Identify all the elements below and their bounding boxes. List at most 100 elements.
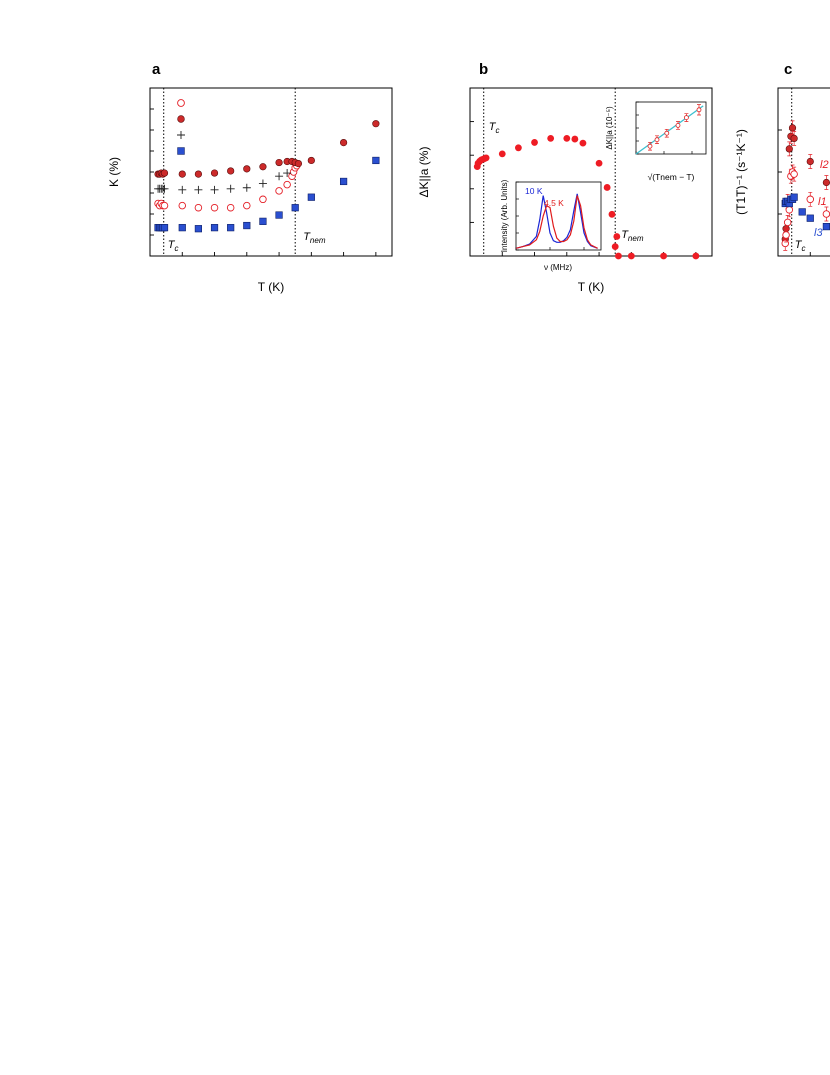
inset-fit-y-label: ΔK||a (10⁻⁵) bbox=[605, 106, 614, 150]
series-0-point bbox=[785, 145, 793, 153]
data-point bbox=[579, 139, 587, 147]
series-3-point bbox=[339, 177, 348, 186]
panel-a-y-axis-label: K (%) bbox=[107, 157, 121, 187]
series-3-point bbox=[227, 224, 235, 232]
series-0-point bbox=[788, 124, 797, 132]
panel-c-label-l2: l2 bbox=[820, 159, 829, 171]
series-3-point bbox=[160, 224, 169, 232]
panel-c-x-ticks bbox=[777, 252, 811, 256]
series-1-point bbox=[781, 239, 790, 248]
data-point bbox=[692, 252, 700, 260]
inset-data-point bbox=[654, 137, 660, 143]
series-2-point bbox=[242, 183, 251, 192]
panel-a-y-ticks bbox=[150, 87, 154, 257]
series-3-point bbox=[307, 193, 315, 201]
series-2-point bbox=[160, 184, 169, 193]
data-point bbox=[595, 159, 603, 167]
inset-spectrum-line-0 bbox=[515, 193, 598, 249]
series-2-point bbox=[283, 169, 292, 178]
inset-data-point bbox=[647, 143, 653, 149]
series-3-point bbox=[210, 224, 219, 232]
panel-c-marks bbox=[781, 120, 830, 251]
series-1-point bbox=[307, 156, 315, 165]
figure: a Tc Tnem K (%) T (K) b Tc Tnem ΔK||a (%) … bbox=[107, 61, 830, 294]
series-0-point bbox=[160, 201, 169, 210]
panel-b-sqrt-inset: ΔK||a (10⁻⁵) √(Tnem − T) bbox=[605, 101, 707, 182]
panel-b-spectrum-inset: Intensity (Arb. Units) ν (MHz) 10 K 4.5 … bbox=[500, 179, 602, 272]
series-1-point bbox=[372, 120, 380, 128]
series-2-point bbox=[798, 208, 806, 216]
series-2-point bbox=[806, 214, 814, 222]
panel-b-x-axis-label: T (K) bbox=[578, 280, 604, 294]
vline-label-tc: Tc bbox=[795, 239, 806, 253]
vline-label-tnem: Tnem bbox=[621, 229, 644, 243]
series-0-point bbox=[806, 157, 814, 166]
data-point bbox=[498, 150, 506, 158]
series-0-point bbox=[194, 203, 203, 212]
series-0-point bbox=[226, 203, 235, 212]
data-point bbox=[563, 135, 571, 142]
panel-a-marks bbox=[154, 120, 380, 233]
panel-b-marks bbox=[473, 135, 700, 260]
panel-c-y-axis-label: (T1T)⁻¹ (s⁻¹K⁻¹) bbox=[734, 129, 748, 215]
data-point bbox=[603, 184, 611, 191]
panel-b-frame bbox=[469, 87, 713, 257]
data-point bbox=[608, 210, 616, 218]
series-2-point bbox=[275, 172, 284, 181]
panel-c: Tc (T1T)⁻¹ (s⁻¹K⁻¹) l2 l1 l3 bbox=[734, 87, 830, 257]
legend-marker-3 bbox=[177, 147, 185, 155]
data-point bbox=[627, 252, 635, 260]
panel-b-y-ticks bbox=[470, 87, 474, 257]
series-3-point bbox=[243, 221, 251, 230]
series-1-point bbox=[194, 170, 202, 178]
panel-c-y-ticks bbox=[778, 87, 782, 257]
legend-marker-2 bbox=[177, 131, 185, 139]
series-0-point bbox=[243, 201, 251, 210]
legend-marker-0 bbox=[177, 99, 185, 107]
series-3-point bbox=[178, 224, 186, 232]
inset-data-point bbox=[664, 130, 670, 136]
series-2-point bbox=[226, 184, 235, 193]
series-2-point bbox=[178, 185, 187, 194]
series-1-point bbox=[275, 158, 283, 167]
inset-spectrum-y-label: Intensity (Arb. Units) bbox=[500, 179, 509, 252]
panel-c-label-l3: l3 bbox=[814, 227, 823, 239]
series-1-point bbox=[294, 160, 303, 168]
vline-label-tc: Tc bbox=[168, 239, 179, 253]
series-0-point bbox=[822, 178, 830, 187]
data-point bbox=[611, 243, 619, 250]
series-1-point bbox=[790, 170, 798, 178]
series-2-point bbox=[194, 185, 203, 194]
data-point bbox=[571, 135, 579, 143]
panel-label-c: c bbox=[784, 61, 792, 78]
inset-data-point bbox=[675, 123, 681, 128]
series-0-point bbox=[210, 203, 219, 212]
series-1-point bbox=[178, 170, 186, 178]
data-point bbox=[515, 144, 522, 152]
panel-a-x-axis-label: T (K) bbox=[258, 280, 284, 294]
series-1-point bbox=[227, 167, 235, 175]
inset-data-point bbox=[696, 107, 702, 113]
data-point bbox=[482, 154, 490, 162]
series-1-point bbox=[243, 165, 251, 173]
panel-a-x-ticks bbox=[149, 252, 377, 256]
series-2-point bbox=[258, 179, 267, 188]
panel-label-b: b bbox=[479, 61, 488, 78]
series-2-point bbox=[210, 185, 219, 194]
data-point bbox=[531, 139, 538, 146]
panel-a: Tc Tnem K (%) T (K) bbox=[107, 87, 393, 294]
data-point bbox=[613, 233, 621, 240]
series-0-point bbox=[178, 201, 187, 210]
series-0-point bbox=[790, 134, 798, 142]
series-0-point bbox=[283, 180, 291, 189]
vline-label-tc: Tc bbox=[489, 121, 500, 135]
series-1-point bbox=[782, 231, 790, 239]
panel-b-y-axis-label: ΔK||a (%) bbox=[417, 147, 431, 198]
series-1-point bbox=[210, 169, 219, 177]
series-3-point bbox=[372, 156, 380, 165]
inset-spectrum-line-1 bbox=[515, 195, 598, 249]
panel-b: Tc Tnem ΔK||a (%) T (K) Intensity (Arb. U… bbox=[417, 87, 713, 294]
series-0-point bbox=[259, 195, 267, 204]
series-2-point bbox=[790, 193, 798, 201]
vline-label-tnem: Tnem bbox=[303, 231, 326, 245]
